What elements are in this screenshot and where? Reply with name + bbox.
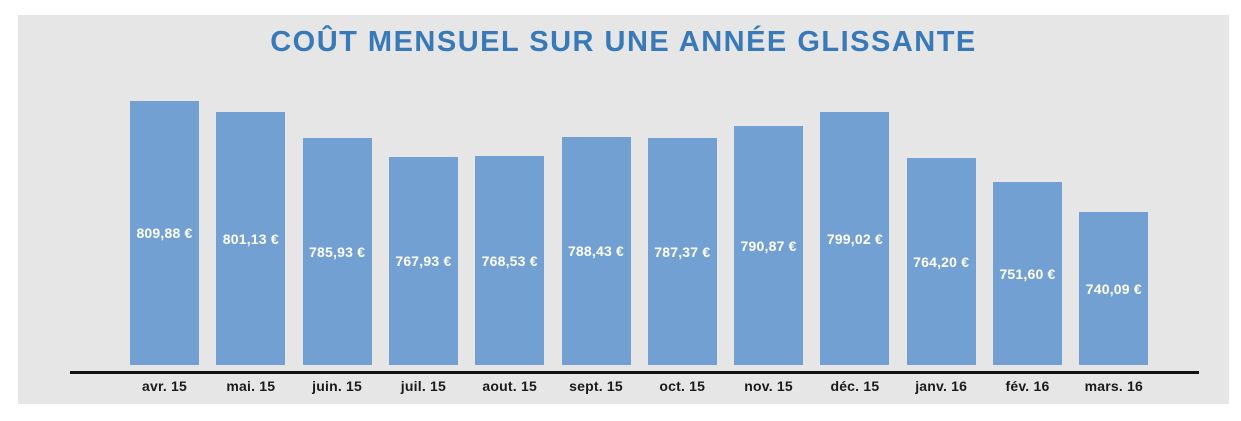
x-axis-tick-label: sept. 15 <box>569 378 623 394</box>
bar: 799,02 € <box>820 112 890 365</box>
bar: 740,09 € <box>1079 212 1149 365</box>
bar: 787,37 € <box>647 138 717 365</box>
bar-value-label: 801,13 € <box>222 230 279 247</box>
bar: 767,93 € <box>388 157 458 365</box>
x-axis-tick-label: mars. 16 <box>1084 378 1143 394</box>
bar: 751,60 € <box>993 182 1062 365</box>
bar-value-label: 751,60 € <box>999 265 1056 282</box>
bar-value-label: 785,93 € <box>309 243 366 260</box>
plot-area: 809,88 € avr. 15 801,13 € mai. 15 785,93 € ju… <box>18 15 1229 404</box>
bar-value-label: 740,09 € <box>1085 280 1142 297</box>
bar-value-label: 790,87 € <box>740 237 797 254</box>
x-axis-tick-label: aout. 15 <box>482 378 537 394</box>
bar-value-label: 768,53 € <box>481 252 538 269</box>
bar: 801,13 € <box>216 112 286 365</box>
chart-title: COÛT MENSUEL SUR UNE ANNÉE GLISSANTE <box>270 26 977 58</box>
x-axis-tick-label: avr. 15 <box>142 378 187 394</box>
bar-value-label: 787,37 € <box>654 243 711 260</box>
bar-value-label: 788,43 € <box>567 243 625 259</box>
bar: 788,43 € <box>561 137 631 365</box>
x-axis-tick-label: juin. 15 <box>312 378 363 394</box>
x-axis-tick-label: oct. 15 <box>659 378 706 394</box>
x-axis-tick-label: fév. 16 <box>1005 378 1050 394</box>
x-axis-tick-label: juil. 15 <box>400 378 446 394</box>
bar-value-label: 809,88 € <box>136 225 193 241</box>
x-axis-tick-label: janv. 16 <box>915 378 968 394</box>
x-axis-tick-label: déc. 15 <box>830 378 880 394</box>
bar: 768,53 € <box>475 156 545 365</box>
x-axis-tick-label: mai. 15 <box>226 378 276 394</box>
x-axis-line <box>70 371 1199 374</box>
bar-value-label: 764,20 € <box>913 253 970 270</box>
bar: 785,93 € <box>302 138 372 365</box>
bar: 764,20 € <box>906 158 976 365</box>
bar: 790,87 € <box>734 126 804 365</box>
bar-value-label: 799,02 € <box>826 230 883 247</box>
bar: 809,88 € <box>130 101 199 365</box>
x-axis-tick-label: nov. 15 <box>744 378 793 394</box>
bar-value-label: 767,93 € <box>395 253 452 269</box>
chart-panel: COÛT MENSUEL SUR UNE ANNÉE GLISSANTE 809… <box>18 15 1229 404</box>
